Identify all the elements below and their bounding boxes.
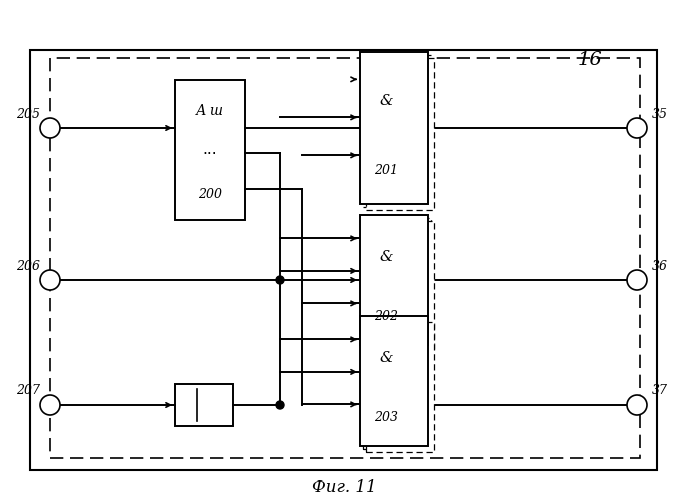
Bar bbox=[366, 221, 434, 351]
Bar bbox=[360, 215, 428, 345]
Text: 202: 202 bbox=[374, 310, 398, 323]
Text: ...: ... bbox=[203, 142, 217, 158]
Bar bbox=[175, 384, 233, 426]
Bar bbox=[360, 52, 428, 204]
Text: 35: 35 bbox=[652, 108, 668, 120]
Text: 37: 37 bbox=[652, 384, 668, 398]
Bar bbox=[360, 316, 428, 446]
Text: 205: 205 bbox=[16, 108, 40, 120]
Bar bbox=[366, 58, 434, 210]
Bar bbox=[363, 55, 431, 207]
Circle shape bbox=[627, 270, 647, 290]
Text: 16: 16 bbox=[578, 51, 602, 69]
Bar bbox=[363, 319, 431, 449]
Circle shape bbox=[276, 276, 284, 284]
Bar bbox=[50, 58, 640, 458]
Text: &: & bbox=[379, 94, 393, 108]
Text: 200: 200 bbox=[198, 188, 222, 202]
Circle shape bbox=[40, 270, 60, 290]
Text: &: & bbox=[379, 350, 393, 364]
Text: Фиг. 11: Фиг. 11 bbox=[312, 480, 376, 496]
Bar bbox=[175, 80, 245, 220]
Text: 207: 207 bbox=[16, 384, 40, 398]
Text: 201: 201 bbox=[374, 164, 398, 177]
Circle shape bbox=[627, 118, 647, 138]
Text: А ш: А ш bbox=[196, 104, 224, 118]
Text: &: & bbox=[379, 250, 393, 264]
Circle shape bbox=[40, 118, 60, 138]
Bar bbox=[30, 50, 657, 470]
Circle shape bbox=[627, 395, 647, 415]
Bar bbox=[363, 218, 431, 348]
Text: 203: 203 bbox=[374, 411, 398, 424]
Bar bbox=[366, 322, 434, 452]
Text: 36: 36 bbox=[652, 260, 668, 272]
Circle shape bbox=[40, 395, 60, 415]
Circle shape bbox=[276, 401, 284, 409]
Text: 206: 206 bbox=[16, 260, 40, 272]
